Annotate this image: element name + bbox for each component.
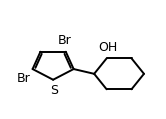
Text: Br: Br	[57, 34, 71, 47]
Text: S: S	[50, 84, 58, 97]
Text: OH: OH	[99, 41, 118, 54]
Text: Br: Br	[17, 72, 30, 85]
